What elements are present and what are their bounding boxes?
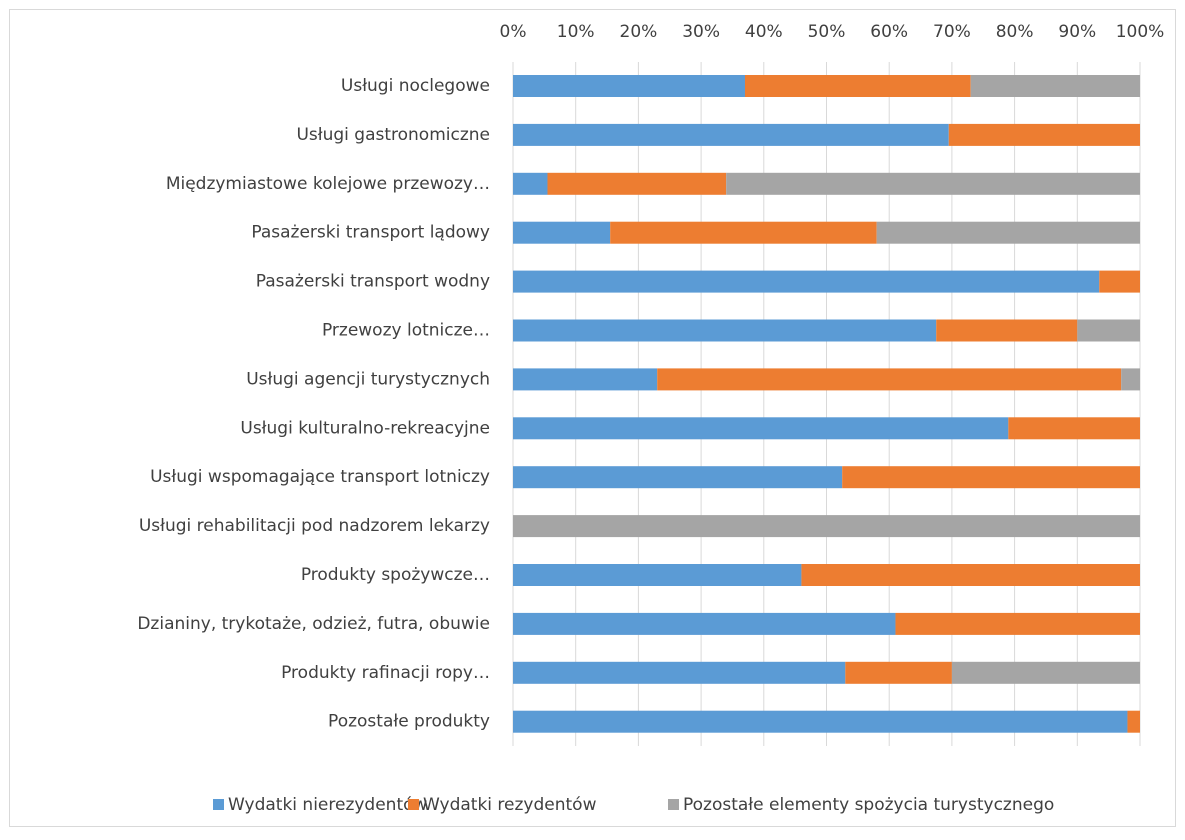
legend-label: Wydatki nierezydentów: [228, 795, 428, 815]
bar-segment: [895, 612, 1140, 635]
y-tick-label: Usługi wspomagające transport lotniczy: [150, 467, 490, 487]
x-tick-label: 100%: [1116, 22, 1165, 42]
bar-segment: [513, 319, 937, 342]
bar-segment: [610, 221, 877, 244]
bar-segment: [513, 172, 548, 195]
x-tick-label: 40%: [745, 22, 783, 42]
bar-segment: [801, 564, 1140, 586]
x-tick-label: 90%: [1058, 22, 1096, 42]
bar-segment: [513, 466, 843, 489]
legend-swatch: [668, 799, 679, 810]
bar-segment: [513, 417, 1009, 440]
bar-segment: [876, 221, 1140, 244]
y-tick-label: Międzymiastowe kolejowe przewozy…: [166, 174, 490, 194]
bar-segment: [936, 319, 1078, 342]
bar-segment: [547, 172, 727, 195]
bar-segment: [513, 564, 802, 586]
y-tick-label: Dzianiny, trykotaże, odzież, futra, obuw…: [137, 614, 490, 634]
y-tick-label: Usługi rehabilitacji pod nadzorem lekarz…: [139, 516, 490, 536]
x-tick-label: 30%: [682, 22, 720, 42]
bar-segment: [513, 515, 1140, 538]
bar-segment: [970, 75, 1140, 97]
bar-segment: [657, 368, 1122, 391]
bar-segment: [513, 368, 658, 391]
y-tick-label: Produkty rafinacji ropy…: [281, 663, 490, 683]
y-tick-label: Pozostałe produkty: [328, 712, 490, 732]
bar-segment: [951, 661, 1140, 684]
bar-segment: [1127, 710, 1140, 733]
y-tick-label: Usługi noclegowe: [341, 76, 490, 96]
bar-segment: [1099, 270, 1140, 293]
x-tick-label: 20%: [620, 22, 658, 42]
bar-segment: [1121, 368, 1140, 391]
bar-segment: [726, 172, 1140, 195]
bar-segment: [1008, 417, 1140, 440]
y-tick-label: Usługi agencji turystycznych: [246, 369, 490, 389]
x-tick-label: 10%: [557, 22, 595, 42]
bar-segment: [513, 123, 949, 146]
y-tick-label: Usługi kulturalno-rekreacyjne: [240, 418, 490, 438]
y-tick-label: Usługi gastronomiczne: [296, 125, 490, 145]
legend-swatch: [213, 799, 224, 810]
x-tick-label: 70%: [933, 22, 971, 42]
bar-segment: [948, 123, 1140, 146]
legend-label: Wydatki rezydentów: [423, 795, 597, 815]
bar-segment: [513, 75, 745, 97]
x-tick-label: 0%: [500, 22, 527, 42]
legend-swatch: [408, 799, 419, 810]
y-tick-label: Pasażerski transport lądowy: [251, 223, 490, 243]
bar-segment: [513, 661, 846, 684]
x-tick-label: 50%: [808, 22, 846, 42]
y-tick-label: Produkty spożywcze…: [301, 565, 490, 585]
bar-segment: [513, 221, 611, 244]
bar-segment: [513, 270, 1100, 293]
y-tick-label: Pasażerski transport wodny: [256, 272, 490, 292]
bar-segment: [1077, 319, 1140, 342]
x-tick-label: 80%: [996, 22, 1034, 42]
legend-label: Pozostałe elementy spożycia turystyczneg…: [683, 795, 1054, 815]
bar-segment: [513, 710, 1128, 733]
bar-segment: [513, 612, 896, 635]
bar-segment: [842, 466, 1140, 489]
bar-segment: [845, 661, 952, 684]
y-tick-label: Przewozy lotnicze…: [322, 321, 490, 341]
x-tick-label: 60%: [870, 22, 908, 42]
bar-segment: [744, 75, 971, 97]
